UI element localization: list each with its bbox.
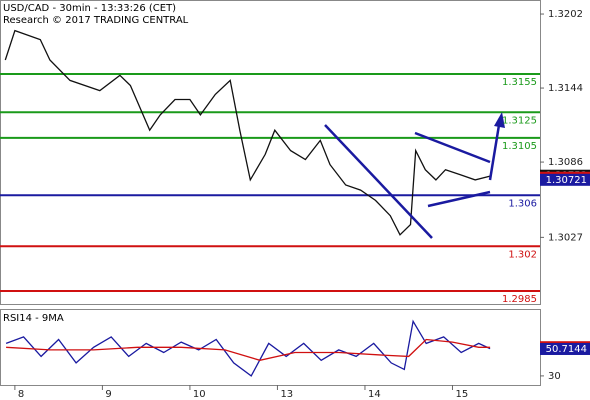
y-tick-label: 1.3144 bbox=[548, 83, 583, 94]
x-tick-label: 9 bbox=[105, 389, 111, 400]
series-line bbox=[6, 338, 491, 361]
rsi-title: RSI14 - 9MA bbox=[3, 313, 64, 324]
y-tick-label: 1.3027 bbox=[548, 232, 583, 243]
arrow-head bbox=[494, 112, 505, 128]
x-tick-label: 8 bbox=[18, 389, 24, 400]
x-tick-label: 10 bbox=[193, 389, 206, 400]
level-label: 1.306 bbox=[508, 198, 537, 209]
level-label: 1.2985 bbox=[502, 294, 537, 305]
price-tag-label: 50.7144 bbox=[546, 344, 587, 355]
price-tag-label: 1.30721 bbox=[546, 175, 587, 186]
y-tick-label: 1.3202 bbox=[548, 9, 583, 20]
level-label: 1.3105 bbox=[502, 141, 537, 152]
trend-annotations bbox=[324, 112, 505, 239]
chart-title: USD/CAD - 30min - 13:33:26 (CET) bbox=[3, 3, 176, 14]
y-tick-label: 30 bbox=[548, 371, 561, 382]
trend-line bbox=[427, 190, 491, 208]
price-panel bbox=[0, 0, 541, 305]
series-line bbox=[4, 29, 491, 236]
trend-line bbox=[414, 131, 491, 164]
level-label: 1.302 bbox=[508, 249, 537, 260]
level-label: 1.3155 bbox=[502, 77, 537, 88]
price-tag bbox=[540, 173, 590, 186]
x-tick-label: 15 bbox=[455, 389, 468, 400]
trend-line bbox=[324, 124, 433, 239]
plot-layer bbox=[0, 29, 540, 377]
y-tick-label: 1.3086 bbox=[548, 157, 583, 168]
x-tick-label: 13 bbox=[280, 389, 293, 400]
price-tag bbox=[540, 342, 590, 355]
x-tick-label: 14 bbox=[368, 389, 381, 400]
chart-subtitle: Research © 2017 TRADING CENTRAL bbox=[3, 15, 189, 26]
level-label: 1.3125 bbox=[502, 115, 537, 126]
arrow bbox=[488, 124, 501, 181]
